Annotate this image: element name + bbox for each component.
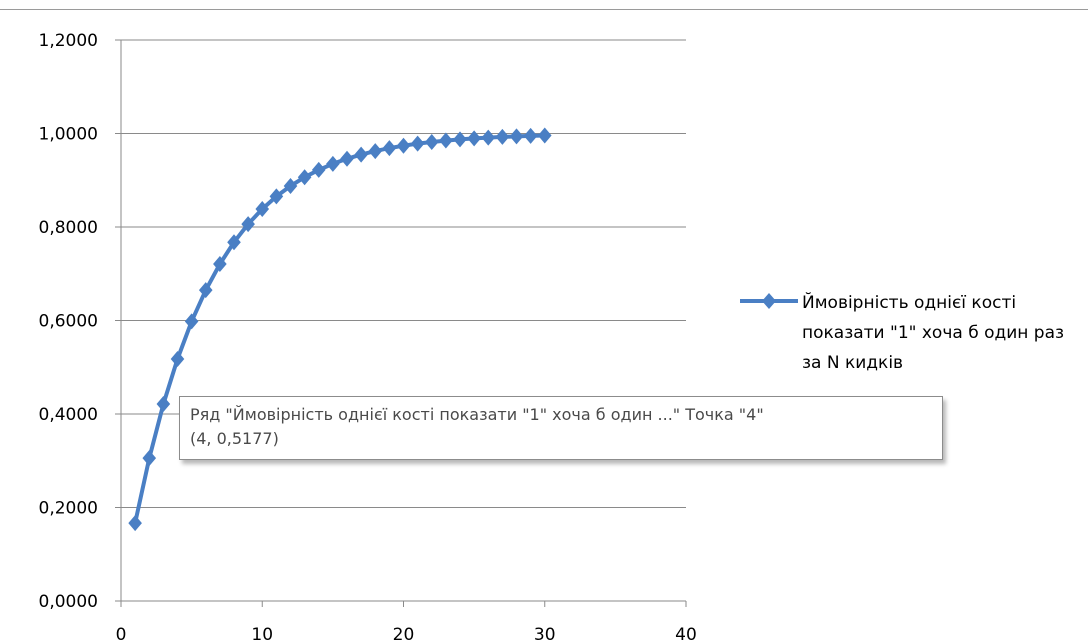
data-point-marker[interactable] bbox=[156, 396, 171, 413]
data-point-marker[interactable] bbox=[439, 132, 453, 149]
y-tick-label: 1,2000 bbox=[39, 31, 98, 51]
data-point-marker[interactable] bbox=[410, 135, 425, 152]
tooltip-series-line: Ряд "Ймовірність однієї кості показати "… bbox=[190, 405, 764, 424]
data-point-marker[interactable] bbox=[495, 128, 510, 145]
data-point-marker[interactable] bbox=[368, 143, 383, 160]
x-tick-label: 10 bbox=[251, 625, 273, 644]
data-point-marker[interactable] bbox=[311, 161, 326, 178]
data-point-marker[interactable] bbox=[142, 450, 157, 467]
data-point-marker[interactable] bbox=[255, 201, 270, 218]
data-point-marker[interactable] bbox=[326, 155, 340, 172]
data-point-marker[interactable] bbox=[269, 188, 284, 205]
y-tick-label: 0,6000 bbox=[39, 312, 98, 332]
y-tick-label: 1,0000 bbox=[39, 125, 98, 145]
data-point-marker[interactable] bbox=[213, 255, 227, 272]
x-tick-label: 0 bbox=[116, 625, 127, 644]
tooltip-value-line: (4, 0,5177) bbox=[190, 429, 279, 448]
x-tick-label: 40 bbox=[675, 625, 697, 644]
y-tick-label: 0,4000 bbox=[39, 405, 98, 425]
data-point-marker[interactable] bbox=[241, 216, 255, 233]
data-point-marker[interactable] bbox=[198, 282, 213, 299]
series-line bbox=[133, 133, 545, 524]
y-tick-label: 0,0000 bbox=[39, 592, 98, 612]
data-point-marker[interactable] bbox=[297, 169, 312, 186]
data-point-marker[interactable] bbox=[467, 130, 481, 147]
data-point-marker[interactable] bbox=[184, 313, 199, 330]
legend-swatch bbox=[740, 293, 798, 309]
data-point-marker[interactable] bbox=[283, 177, 298, 194]
data-point-marker[interactable] bbox=[509, 128, 524, 145]
data-point-marker[interactable] bbox=[537, 127, 552, 144]
chart-top-border bbox=[0, 9, 1088, 10]
data-point-marker[interactable] bbox=[340, 150, 354, 167]
x-tick-label: 20 bbox=[393, 625, 415, 644]
y-tick-label: 0,8000 bbox=[39, 218, 98, 238]
data-point-marker[interactable] bbox=[453, 131, 467, 148]
axes: 0,0000 0,2000 0,4000 0,6000 0,8000 1,0000 1,20… bbox=[39, 31, 697, 644]
data-point-marker[interactable] bbox=[354, 146, 368, 163]
data-point-marker[interactable] bbox=[170, 350, 185, 367]
data-point-marker[interactable] bbox=[128, 515, 142, 532]
data-point-marker[interactable] bbox=[396, 137, 411, 154]
legend-label: Ймовірність однієї кості показати "1" хо… bbox=[802, 293, 1065, 373]
data-point-marker[interactable] bbox=[382, 140, 397, 157]
data-point-tooltip: Ряд "Ймовірність однієї кості показати "… bbox=[179, 396, 943, 460]
data-point-marker[interactable] bbox=[523, 127, 538, 144]
y-tick-label: 0,2000 bbox=[39, 499, 98, 519]
x-tick-label: 30 bbox=[534, 625, 556, 644]
data-point-marker[interactable] bbox=[227, 234, 241, 251]
series-layer bbox=[128, 127, 552, 532]
data-point-marker[interactable] bbox=[481, 129, 496, 146]
data-point-marker[interactable] bbox=[424, 133, 439, 150]
